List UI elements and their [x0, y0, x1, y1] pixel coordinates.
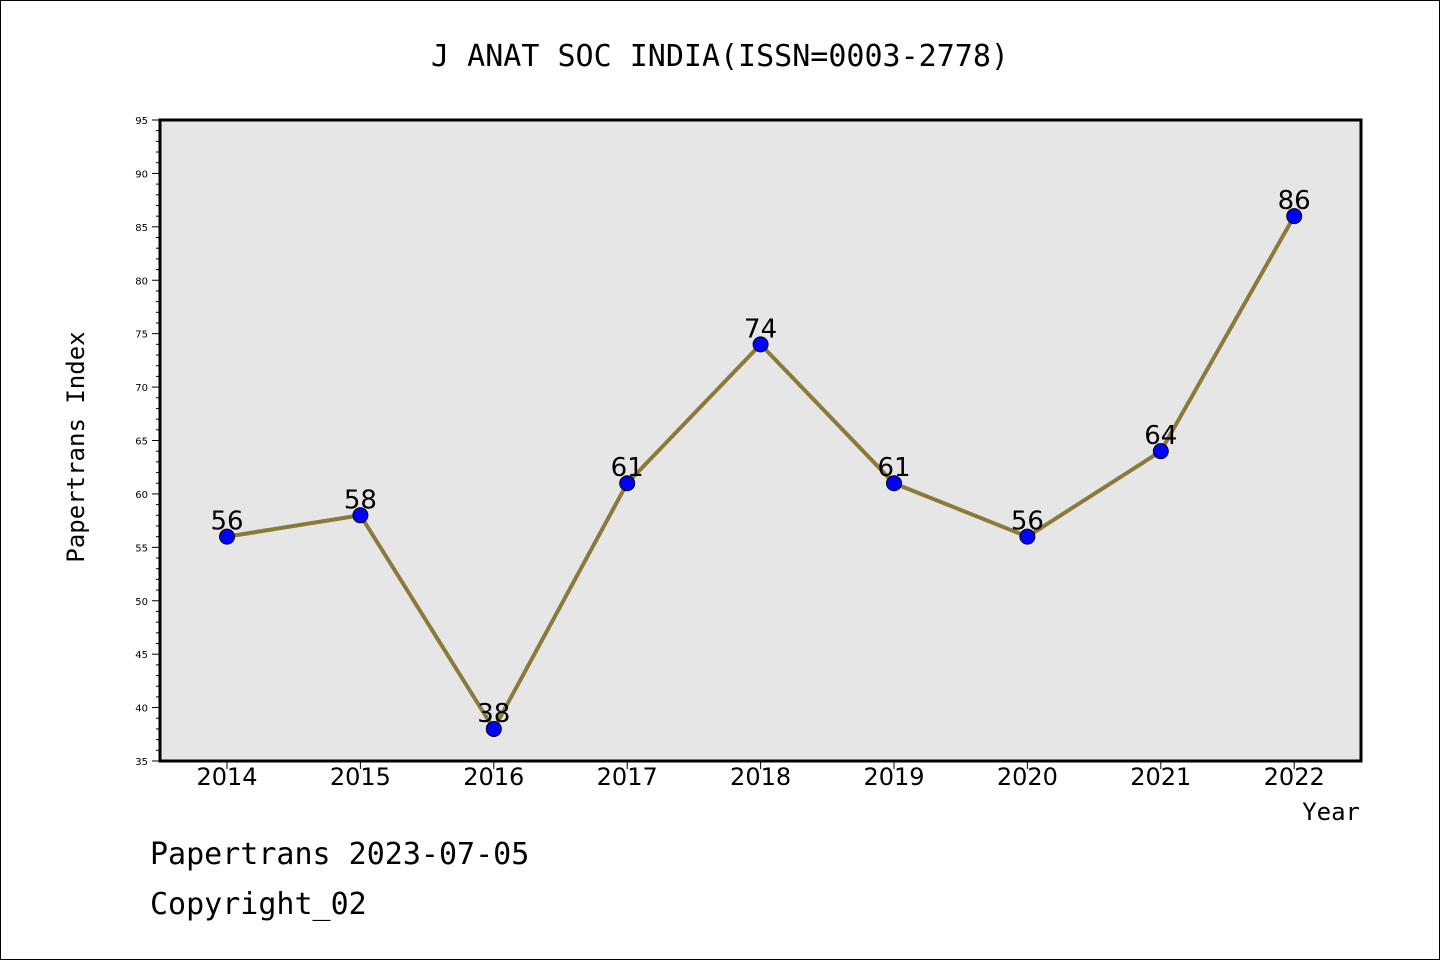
data-label-2022: 86: [1278, 186, 1311, 216]
y-tick-label: 75: [135, 330, 148, 341]
x-tick-label: 2018: [730, 763, 791, 791]
x-tick-label: 2021: [1130, 763, 1191, 791]
y-tick-label: 95: [135, 116, 148, 127]
data-point-2017: [619, 475, 636, 492]
x-tick-label: 2022: [1264, 763, 1325, 791]
plot-area: [158, 118, 1363, 763]
data-label-2014: 56: [210, 507, 243, 537]
y-tick-label: 40: [135, 704, 148, 715]
data-markers: [219, 208, 1303, 737]
y-tick-label: 45: [135, 650, 148, 661]
footer-copyright: Copyright_02: [150, 887, 367, 922]
data-point-2015: [352, 507, 369, 524]
y-tick-label: 55: [135, 543, 148, 554]
y-tick-label: 80: [135, 276, 148, 287]
y-tick-label: 35: [135, 757, 148, 768]
x-axis: 2014 2015 2016 2017 2018 2019 2020 2021 2022: [196, 761, 1325, 791]
data-label-2019: 61: [877, 453, 910, 483]
x-tick-label: 2020: [997, 763, 1058, 791]
data-label-2017: 61: [611, 453, 644, 483]
y-axis-label: Papertrans Index: [62, 331, 90, 562]
x-tick-label: 2015: [330, 763, 391, 791]
y-tick-label: 60: [135, 490, 148, 501]
data-point-2014: [219, 528, 235, 545]
data-point-2022: [1286, 208, 1303, 225]
y-tick-label: 50: [135, 597, 148, 608]
data-point-2019: [886, 475, 902, 492]
data-point-2021: [1152, 443, 1169, 460]
data-point-2018: [752, 336, 769, 353]
x-tick-label: 2014: [196, 763, 257, 791]
chart-title: J ANAT SOC INDIA(ISSN=0003-2778): [431, 39, 1009, 74]
y-tick-label: 85: [135, 223, 148, 234]
data-point-2016: [485, 720, 502, 737]
x-tick-label: 2016: [463, 763, 524, 791]
data-point-2020: [1019, 528, 1036, 545]
x-axis-label: Year: [1302, 798, 1360, 826]
x-tick-label: 2019: [863, 763, 924, 791]
y-tick-label: 65: [135, 437, 148, 448]
y-tick-label: 70: [135, 383, 148, 394]
y-tick-label: 90: [135, 169, 148, 180]
data-labels: 56 58 38 61 74 61 56 64 86: [210, 186, 1310, 729]
x-tick-label: 2017: [597, 763, 658, 791]
data-label-2015: 58: [344, 485, 377, 515]
y-axis: 35 40 45 50 55 60 65 70 75 80 85 90 95: [135, 116, 160, 768]
data-label-2021: 64: [1144, 421, 1177, 451]
data-label-2018: 74: [744, 314, 777, 344]
data-label-2016: 38: [477, 699, 510, 729]
footer-date: Papertrans 2023-07-05: [150, 837, 529, 872]
data-label-2020: 56: [1011, 507, 1044, 537]
